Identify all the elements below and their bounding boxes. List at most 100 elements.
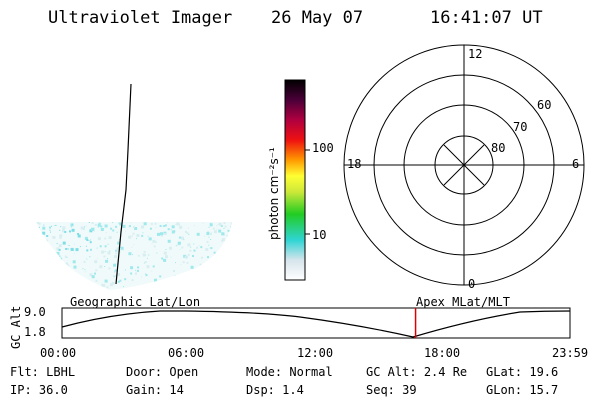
colorbar-units: photon cm⁻²s⁻¹ <box>267 147 281 240</box>
mlt-label-12: 12 <box>468 47 483 61</box>
speckle <box>62 228 64 230</box>
speckle <box>46 239 48 242</box>
speckle <box>142 222 144 224</box>
speckle <box>77 233 80 235</box>
speckle <box>160 232 163 236</box>
speckle <box>115 225 118 228</box>
speckle <box>42 288 45 290</box>
speckle <box>67 288 70 290</box>
altitude-curve <box>61 310 571 338</box>
speckle <box>223 222 226 225</box>
speckle <box>103 255 106 258</box>
speckle <box>86 239 89 241</box>
footer-dsp: Dsp: 1.4 <box>246 383 304 397</box>
speckle <box>58 244 62 248</box>
speckle <box>69 230 71 233</box>
speckle <box>204 235 205 237</box>
speckle <box>37 255 40 259</box>
speckle <box>221 232 225 236</box>
speckle <box>218 222 222 226</box>
footer-ip: IP: 36.0 <box>10 383 68 397</box>
speckle <box>64 231 67 233</box>
speckle <box>231 231 232 234</box>
speckle <box>149 227 152 230</box>
speckle <box>208 226 210 228</box>
speckle <box>66 248 68 250</box>
speckle <box>59 234 63 238</box>
speckle <box>114 271 116 273</box>
terminator-line <box>115 83 132 285</box>
speckle <box>210 233 212 236</box>
speckle <box>38 226 40 228</box>
speckle <box>152 265 155 268</box>
speckle <box>85 271 87 273</box>
speckle <box>37 269 40 272</box>
apex-caption: Apex MLat/MLT <box>416 295 510 309</box>
speckle <box>73 243 75 245</box>
speckle <box>47 271 49 273</box>
speckle <box>71 228 75 232</box>
speckle <box>36 276 40 280</box>
speckle <box>47 266 49 268</box>
speckle <box>97 226 99 228</box>
speckle <box>202 222 204 224</box>
speckle <box>185 230 187 233</box>
speckle <box>49 226 51 229</box>
speckle <box>122 224 126 228</box>
speckle <box>88 240 90 241</box>
speckle <box>213 272 215 274</box>
speckle <box>143 250 146 253</box>
speckle <box>52 235 56 239</box>
mlt-label-0: 0 <box>468 277 476 291</box>
speckle <box>104 279 108 283</box>
speckle <box>145 273 147 275</box>
speckle <box>72 260 76 264</box>
speckle <box>53 268 57 272</box>
speckle <box>37 222 39 224</box>
speckle <box>186 232 189 235</box>
speckle <box>179 249 181 251</box>
speckle <box>56 243 58 244</box>
colorbar-label-10: 10 <box>312 228 327 242</box>
speckle <box>159 225 162 227</box>
speckle <box>208 236 210 238</box>
speckle <box>104 251 106 253</box>
gc-alt-axis-label: GC Alt <box>9 305 23 349</box>
speckle <box>120 246 124 250</box>
speckle <box>231 222 232 224</box>
speckle <box>107 258 109 260</box>
speckle <box>39 238 41 240</box>
speckle <box>94 272 96 275</box>
speckle <box>38 238 42 242</box>
speckle <box>181 246 184 249</box>
speckle <box>183 239 185 241</box>
speckle <box>224 257 227 260</box>
speckle <box>64 255 67 258</box>
speckle <box>145 254 147 256</box>
speckle <box>42 231 46 235</box>
speckle <box>74 271 76 273</box>
polar-diagonal-1 <box>443 144 485 186</box>
speckle <box>140 226 143 229</box>
speckle <box>206 240 209 243</box>
speckle <box>165 249 167 250</box>
speckle <box>220 224 223 227</box>
speckle <box>226 277 227 279</box>
speckle <box>132 232 135 235</box>
speckle <box>209 247 211 249</box>
speckle <box>226 248 228 250</box>
speckle <box>90 255 92 257</box>
speckle <box>216 258 220 262</box>
speckle <box>179 228 181 230</box>
speckle <box>209 263 213 267</box>
speckle <box>69 270 73 274</box>
speckle <box>66 264 70 268</box>
speckle <box>186 261 189 264</box>
footer-seq: Seq: 39 <box>366 383 417 397</box>
y-label-bottom: 1.8 <box>24 325 46 339</box>
speckle <box>73 253 75 255</box>
speckle <box>170 256 172 258</box>
speckle <box>62 241 66 245</box>
speckle <box>180 264 182 266</box>
